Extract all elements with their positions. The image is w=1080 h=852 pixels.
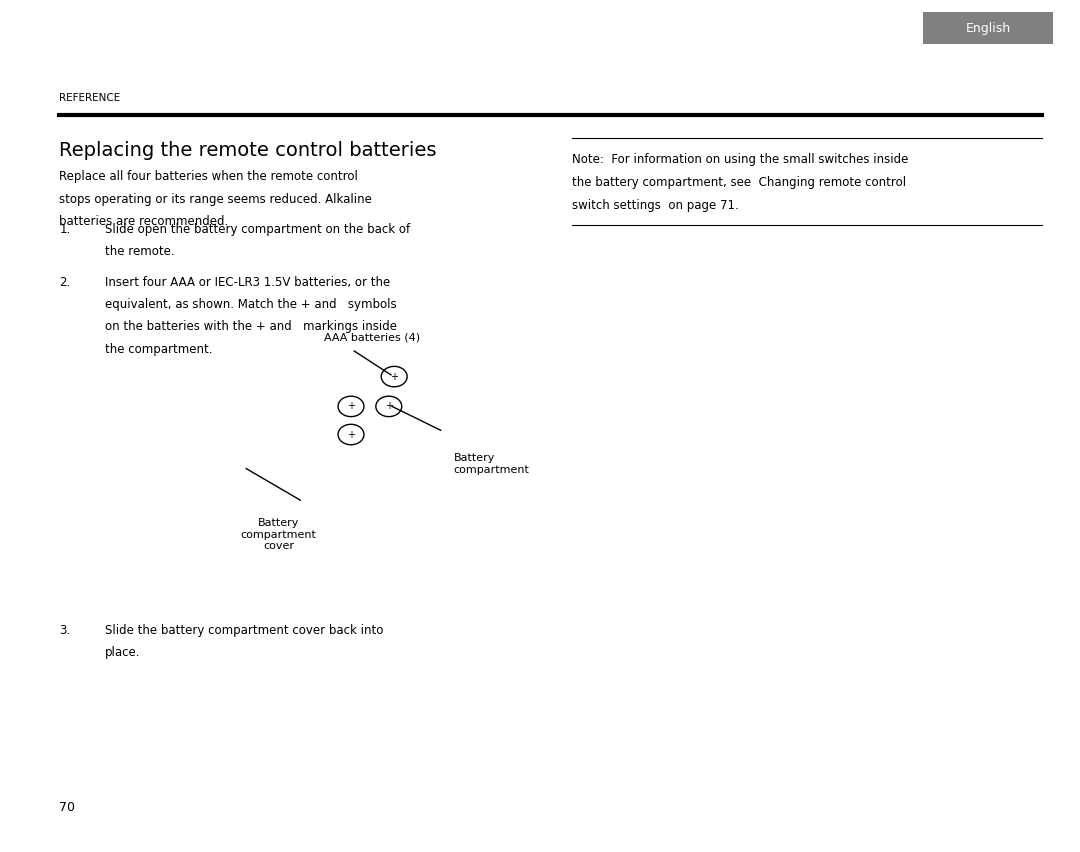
Text: English: English: [966, 21, 1011, 35]
Text: Note:  For information on using the small switches inside: Note: For information on using the small…: [572, 153, 908, 166]
Text: the battery compartment, see  Changing remote control: the battery compartment, see Changing re…: [572, 176, 906, 189]
Text: the compartment.: the compartment.: [105, 343, 213, 355]
Text: 70: 70: [59, 801, 76, 814]
Text: Replace all four batteries when the remote control: Replace all four batteries when the remo…: [59, 170, 359, 183]
Text: 1.: 1.: [59, 223, 70, 236]
Text: AAA batteries (4): AAA batteries (4): [324, 332, 420, 343]
Text: equivalent, as shown. Match the + and   symbols: equivalent, as shown. Match the + and sy…: [105, 298, 396, 311]
Text: Battery
compartment: Battery compartment: [454, 453, 529, 475]
Text: 2.: 2.: [59, 276, 70, 289]
Text: 3.: 3.: [59, 624, 70, 636]
Text: Slide the battery compartment cover back into: Slide the battery compartment cover back…: [105, 624, 383, 636]
Text: Insert four AAA or IEC-LR3 1.5V batteries, or the: Insert four AAA or IEC-LR3 1.5V batterie…: [105, 276, 390, 289]
Text: Battery
compartment
cover: Battery compartment cover: [241, 518, 316, 551]
Text: switch settings  on page 71.: switch settings on page 71.: [572, 199, 739, 212]
Text: on the batteries with the + and   markings inside: on the batteries with the + and markings…: [105, 320, 396, 333]
Text: +: +: [390, 371, 399, 382]
Text: +: +: [347, 401, 355, 412]
Text: Slide open the battery compartment on the back of: Slide open the battery compartment on th…: [105, 223, 410, 236]
Text: +: +: [384, 401, 393, 412]
Text: stops operating or its range seems reduced. Alkaline: stops operating or its range seems reduc…: [59, 193, 373, 205]
Text: REFERENCE: REFERENCE: [59, 93, 121, 103]
Text: Replacing the remote control batteries: Replacing the remote control batteries: [59, 141, 437, 159]
Text: place.: place.: [105, 646, 140, 659]
Text: batteries are recommended.: batteries are recommended.: [59, 215, 229, 227]
Text: +: +: [347, 429, 355, 440]
Text: the remote.: the remote.: [105, 245, 174, 258]
FancyBboxPatch shape: [923, 12, 1053, 44]
